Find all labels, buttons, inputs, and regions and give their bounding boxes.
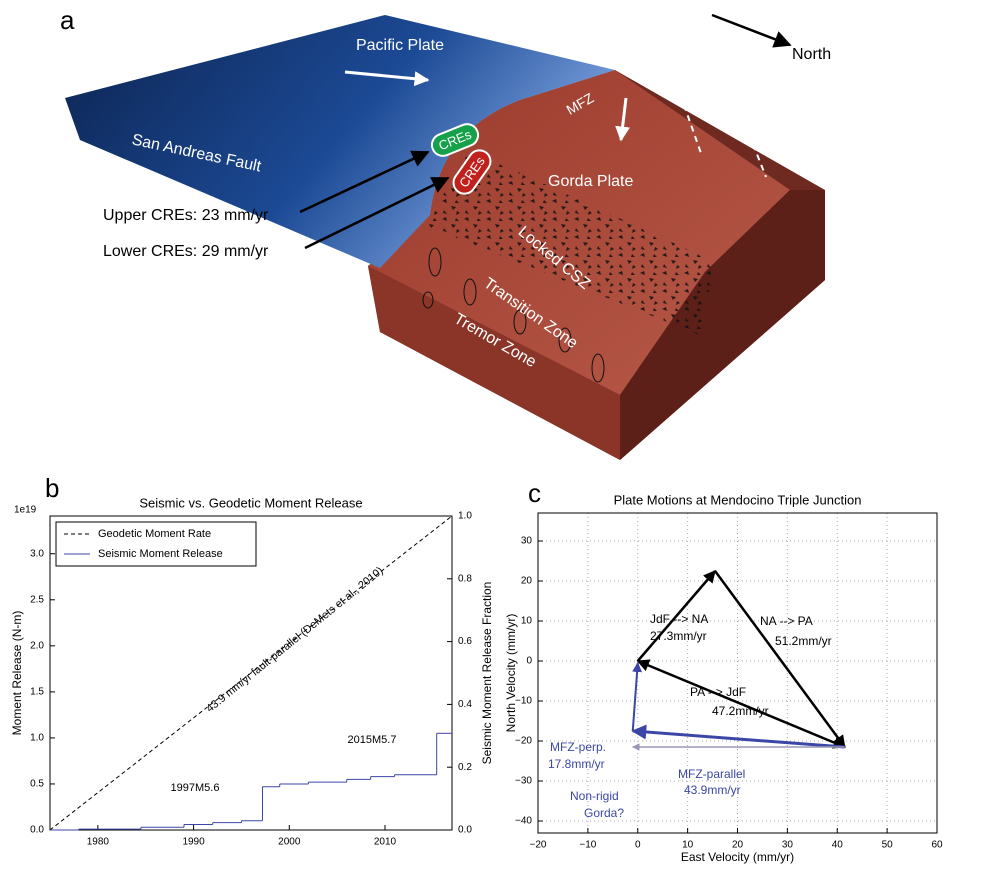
x-tick-label: 40 xyxy=(832,840,844,851)
y-tick-label: −40 xyxy=(515,816,532,827)
vector-name: MFZ-perp. xyxy=(550,740,606,754)
y2-tick-label: 1.0 xyxy=(458,511,472,522)
y-tick-label: 0.0 xyxy=(30,825,44,836)
y2-tick-label: 0.8 xyxy=(458,573,472,584)
chart-title: Seismic vs. Geodetic Moment Release xyxy=(139,495,362,510)
lower-rate: Lower CREs: 29 mm/yr xyxy=(103,243,269,260)
vector-rate: 51.2mm/yr xyxy=(775,634,832,648)
vector-name: NA --> PA xyxy=(760,614,813,628)
y-tick-label: −30 xyxy=(515,776,532,787)
y-tick-label: −20 xyxy=(515,736,532,747)
y-tick-label: 2.0 xyxy=(30,640,44,651)
vector-name: JdF --> NA xyxy=(650,612,708,626)
y-tick-label: 0.5 xyxy=(30,779,44,790)
x-tick-label: 30 xyxy=(782,840,794,851)
annotation: 43.9 mm/yr fault-parallel (DeMets et al.… xyxy=(204,565,385,715)
y-tick-label: 20 xyxy=(521,576,533,587)
panel-label: c xyxy=(528,478,541,508)
gorda-label: Gorda Plate xyxy=(548,173,633,190)
y-tick-label: 30 xyxy=(521,536,533,547)
y2-tick-label: 0.2 xyxy=(458,762,472,773)
legend-label: Geodetic Moment Rate xyxy=(98,528,211,540)
x-tick-label: −20 xyxy=(530,840,547,851)
panel-a: CREs CREs a Pacific Plate North MFZ San … xyxy=(60,5,831,460)
x-tick-label: 50 xyxy=(882,840,894,851)
upper-rate: Upper CREs: 23 mm/yr xyxy=(103,207,269,224)
y2-tick-label: 0.0 xyxy=(458,825,472,836)
vector-name: Non-rigid xyxy=(570,789,619,803)
y-tick-label: 10 xyxy=(521,616,533,627)
chart-title: Plate Motions at Mendocino Triple Juncti… xyxy=(614,492,862,507)
y2-tick-label: 0.6 xyxy=(458,636,472,647)
x-tick-label: 1980 xyxy=(87,837,110,848)
x-tick-label: 2010 xyxy=(374,837,397,848)
annotation: 1997M5.6 xyxy=(171,782,220,794)
vector-rate: 47.2mm/yr xyxy=(712,704,769,718)
y-tick-label: 0 xyxy=(526,656,532,667)
north-label: North xyxy=(792,46,831,63)
x-tick-label: −10 xyxy=(579,840,596,851)
y-tick-label: 1.5 xyxy=(30,687,44,698)
vector-name: PA --> JdF xyxy=(690,685,746,699)
y-scale-label: 1e19 xyxy=(14,505,37,516)
x-tick-label: 0 xyxy=(635,840,641,851)
vector-rate: Gorda? xyxy=(584,806,624,820)
vector-rate: 27.3mm/yr xyxy=(650,629,707,643)
vector-rate: 17.8mm/yr xyxy=(548,757,605,771)
y2-axis-label: Seismic Moment Release Fraction xyxy=(480,582,494,765)
pacific-label: Pacific Plate xyxy=(356,37,444,54)
y2-tick-label: 0.4 xyxy=(458,699,472,710)
x-tick-label: 20 xyxy=(732,840,744,851)
figure: CREs CREs a Pacific Plate North MFZ San … xyxy=(0,0,985,867)
y-axis-label: Moment Release (N-m) xyxy=(10,611,24,736)
y-tick-label: 2.5 xyxy=(30,594,44,605)
north-arrow xyxy=(712,15,790,45)
y-tick-label: 3.0 xyxy=(30,548,44,559)
vector-rate: 43.9mm/yr xyxy=(684,783,741,797)
vector-arrow xyxy=(633,663,638,731)
legend-label: Seismic Moment Release xyxy=(98,548,223,560)
x-tick-label: 10 xyxy=(682,840,694,851)
x-tick-label: 60 xyxy=(931,840,943,851)
x-tick-label: 1990 xyxy=(182,837,205,848)
panel-label: b xyxy=(45,473,59,503)
y-tick-label: 1.0 xyxy=(30,733,44,744)
x-tick-label: 2000 xyxy=(278,837,301,848)
panel-label: a xyxy=(60,5,75,35)
y-axis-label: North Velocity (mm/yr) xyxy=(504,614,518,733)
annotation: 2015M5.7 xyxy=(348,734,397,746)
x-axis-label: East Velocity (mm/yr) xyxy=(681,850,794,864)
vector-name: MFZ-parallel xyxy=(678,767,745,781)
